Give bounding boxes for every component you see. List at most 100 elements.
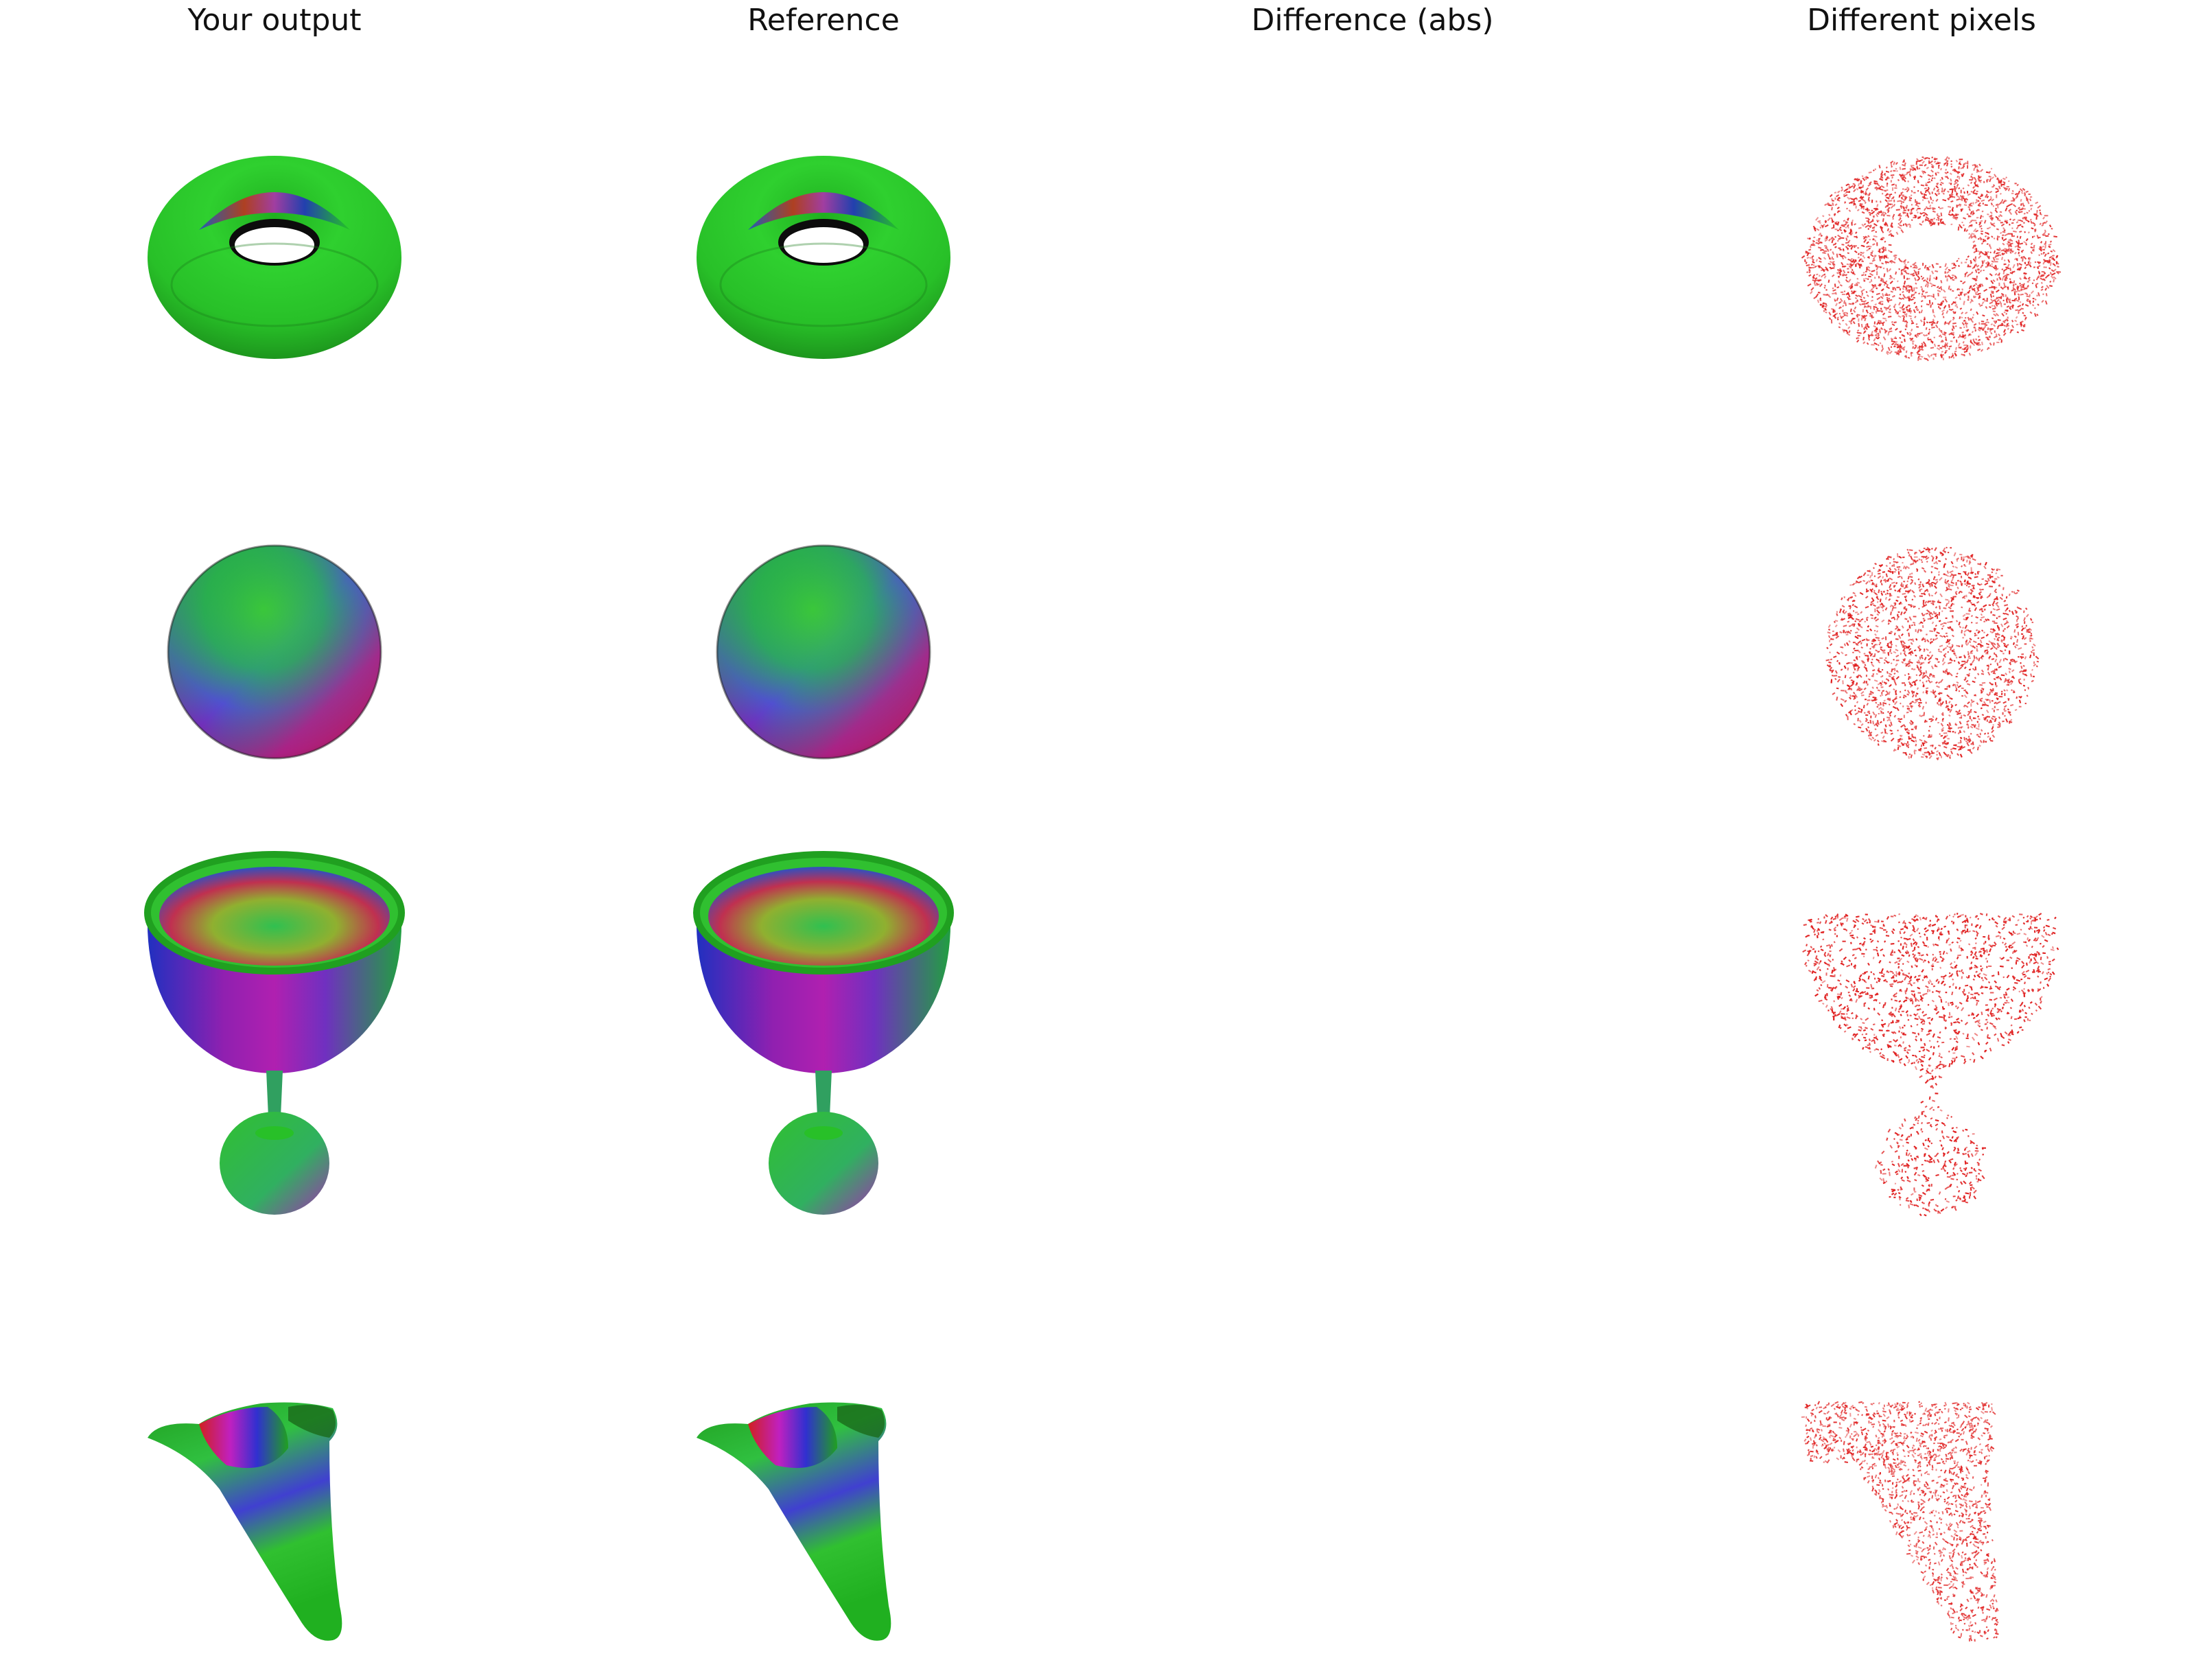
diff-pixel: [1912, 342, 1914, 345]
diff-pixel: [1994, 209, 1998, 213]
diff-pixel: [1989, 251, 1992, 254]
output-torus-image: [148, 156, 401, 359]
diff-pixel: [1985, 261, 1987, 264]
diff-pixel: [1987, 198, 1992, 202]
diff-pixel: [1819, 226, 1821, 229]
diff-pixel: [2035, 276, 2040, 281]
diff-pixel: [1981, 301, 1985, 305]
diff-pixel: [1862, 309, 1864, 313]
diff-pixel: [2033, 663, 2037, 667]
diff-pixel: [1830, 217, 1834, 221]
diff-pixel: [1900, 725, 1904, 728]
diff-pixel: [1958, 187, 1961, 189]
diff-pixel: [2001, 312, 2005, 317]
diff-pixel: [1860, 723, 1864, 727]
diff-pixel: [2027, 261, 2030, 264]
diff-pixel: [1849, 662, 1853, 664]
diff-pixel: [2020, 203, 2022, 206]
diff-pixel: [1987, 735, 1990, 738]
diff-pixel: [1869, 290, 1872, 292]
diff-pixel: [1897, 257, 1902, 262]
diff-pixel: [1918, 311, 1921, 314]
diff-pixel: [2010, 660, 2014, 662]
diff-pixel: [1909, 581, 1913, 585]
diff-pixel: [1869, 262, 1873, 264]
diff-pixel: [2010, 635, 2013, 638]
diff-pixel: [1939, 679, 1943, 684]
diff-pixel: [1847, 620, 1850, 623]
diff-pixel: [1900, 341, 1903, 343]
diff-pixel: [1932, 577, 1935, 581]
diff-pixel: [2034, 261, 2037, 264]
diff-pixel: [2006, 205, 2010, 208]
diff-pixel: [2011, 676, 2014, 678]
diff-pixel: [2016, 221, 2019, 224]
diff-pixel: [1908, 549, 1913, 551]
diff-pixel: [1992, 688, 1994, 692]
diff-pixel: [1993, 710, 1995, 712]
diff-pixel: [1827, 629, 1831, 631]
diff-pixel: [1909, 576, 1913, 578]
diff-pixel: [1862, 705, 1865, 709]
diff-pixel: [1882, 703, 1884, 707]
diff-pixel: [1922, 681, 1924, 684]
diff-pixel: [1941, 176, 1943, 180]
diff-pixel: [1860, 642, 1862, 645]
diff-pixel: [1856, 627, 1860, 631]
diff-pixel: [1911, 219, 1913, 222]
diff-pixel: [1876, 310, 1880, 312]
diff-pixel: [1943, 745, 1948, 749]
diff-pixel: [1941, 190, 1943, 193]
diff-pixel: [1987, 226, 1991, 230]
diff-pixel: [1877, 651, 1880, 653]
diff-pixel: [1828, 317, 1832, 320]
diff-pixel: [1992, 715, 1996, 718]
diff-pixel: [1997, 726, 2000, 728]
diff-pixel: [1919, 697, 1922, 701]
diff-pixel: [1973, 655, 1976, 660]
diff-pixel: [2010, 200, 2015, 202]
diff-pixel: [1915, 739, 1917, 743]
diff-pixel: [1901, 682, 1906, 684]
diff-pixel: [1910, 265, 1913, 268]
diff-pixel: [1884, 596, 1887, 600]
diff-pixel: [1980, 613, 1983, 616]
diff-pixel: [1869, 719, 1872, 724]
diff-pixel: [2002, 629, 2005, 632]
diff-pixel: [1915, 743, 1917, 747]
diff-pixel: [1940, 336, 1943, 338]
diff-pixel: [2020, 301, 2022, 303]
diff-pixel: [1949, 626, 1951, 628]
diff-pixel: [1889, 308, 1891, 311]
diff-pixel: [1950, 578, 1954, 583]
diff-pixel: [1976, 649, 1978, 652]
diff-pixel: [1982, 202, 1984, 205]
diff-pixel: [1922, 638, 1926, 640]
diff-pixel: [2034, 307, 2036, 310]
diff-pixel: [1894, 288, 1897, 291]
diff-pixel: [1917, 353, 1921, 356]
diff-pixel: [1967, 226, 1970, 228]
diff-pixel: [2007, 259, 2011, 263]
diff-pixel: [1930, 304, 1932, 308]
diff-pixel: [2030, 207, 2033, 211]
diff-pixel: [1945, 603, 1948, 607]
diff-pixel: [1829, 643, 1833, 646]
diff-pixel: [1959, 347, 1961, 349]
diff-pixel: [1907, 357, 1911, 359]
diff-pixel: [1932, 222, 1936, 224]
diff-pixel: [2043, 231, 2047, 235]
diff-pixel: [1943, 305, 1947, 310]
diff-pixel: [1967, 711, 1972, 713]
diff-pixel: [1887, 622, 1890, 625]
diff-pixel: [1904, 188, 1908, 191]
diff-pixel: [1836, 611, 1838, 613]
diff-pixel: [1937, 571, 1941, 574]
diff-pixel: [2036, 294, 2038, 297]
diff-pixel: [1975, 222, 1978, 224]
diff-pixel: [1951, 274, 1955, 277]
diff-pixel: [1830, 679, 1833, 684]
diff-pixel: [1910, 298, 1914, 301]
diff-pixel: [1996, 194, 1998, 198]
diff-pixel: [1937, 661, 1940, 663]
